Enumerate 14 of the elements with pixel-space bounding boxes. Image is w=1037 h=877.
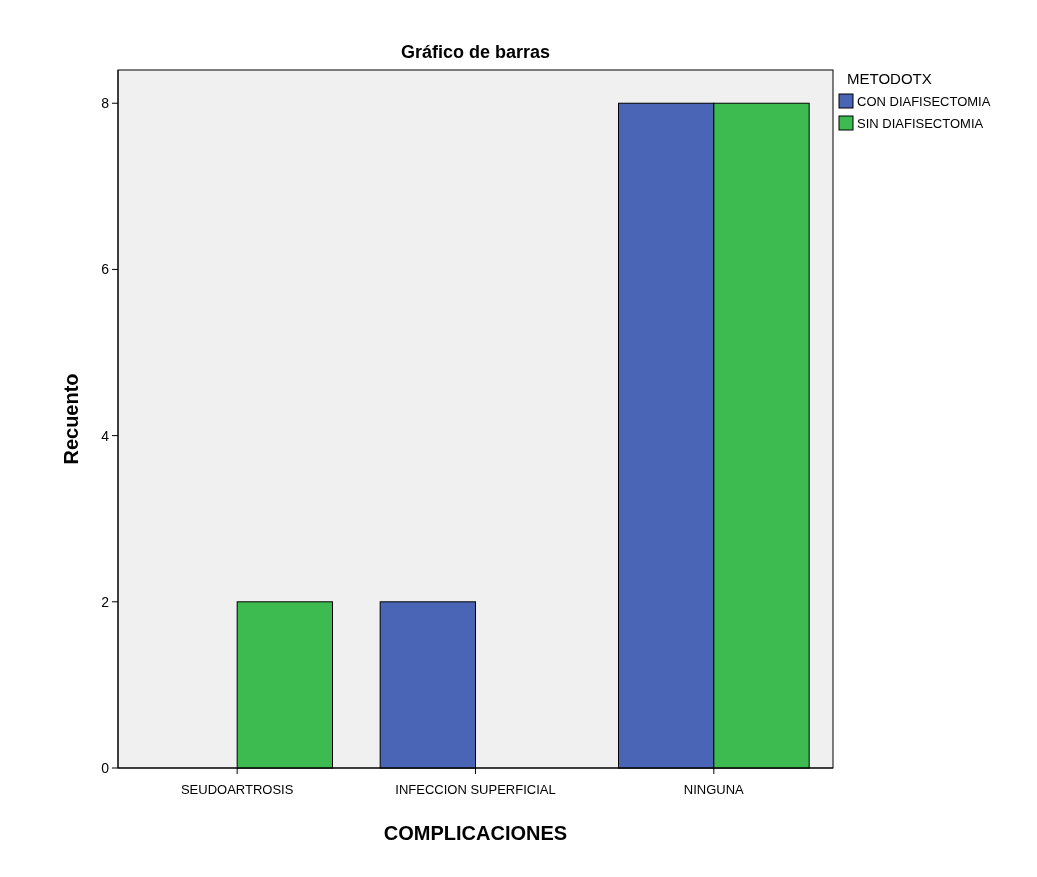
legend-label: CON DIAFISECTOMIA	[857, 93, 991, 109]
y-tick-label: 8	[101, 95, 110, 112]
chart-title: Gráfico de barras	[400, 42, 551, 62]
y-tick-label: 0	[101, 759, 110, 776]
y-axis-title: Recuento	[60, 373, 82, 465]
y-tick-label: 2	[101, 593, 110, 610]
x-tick-label: NINGUNA	[683, 782, 745, 797]
x-tick-label: INFECCION SUPERFICIAL	[395, 782, 556, 797]
legend-label: SIN DIAFISECTOMIA	[857, 115, 984, 131]
legend-title: METODOTX	[847, 70, 932, 87]
x-axis-title: COMPLICACIONES	[383, 822, 568, 844]
y-tick-label: 6	[101, 261, 110, 278]
x-tick-label: SEUDOARTROSIS	[180, 782, 294, 797]
y-tick-label: 4	[101, 427, 110, 444]
